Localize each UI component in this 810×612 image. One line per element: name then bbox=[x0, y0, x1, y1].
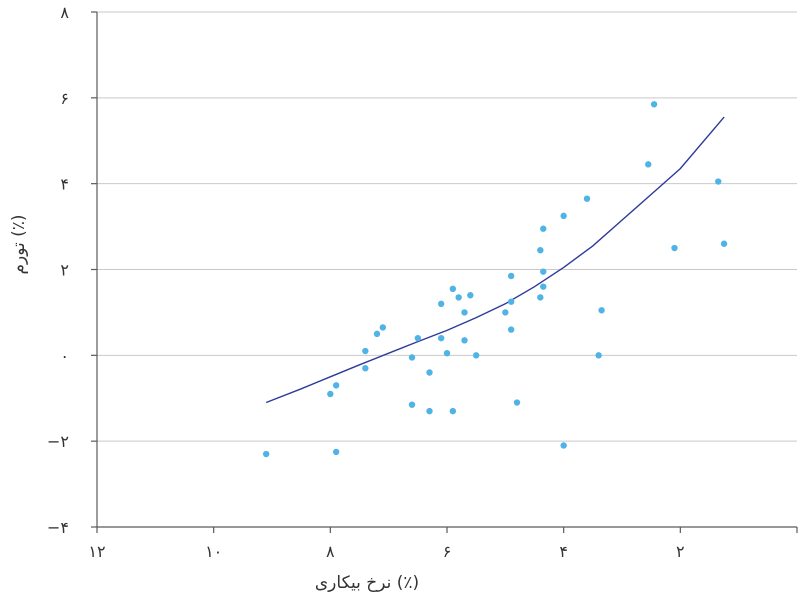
data-point-23 bbox=[502, 309, 509, 316]
trend-curve bbox=[265, 116, 725, 404]
data-point-3 bbox=[332, 448, 340, 456]
data-point-37 bbox=[598, 307, 605, 314]
data-point-8 bbox=[408, 354, 416, 361]
data-point-7 bbox=[379, 324, 387, 331]
data-point-28 bbox=[537, 246, 544, 254]
x-tick-label-0: ۱۲ bbox=[88, 542, 105, 561]
data-point-25 bbox=[507, 298, 515, 305]
data-point-0 bbox=[262, 450, 270, 458]
data-point-18 bbox=[455, 294, 462, 301]
data-point-31 bbox=[540, 283, 547, 290]
x-tick-label-5: ۲ bbox=[676, 542, 685, 561]
data-point-38 bbox=[645, 161, 652, 168]
data-point-40 bbox=[671, 244, 678, 252]
y-tick-label-4: ۴ bbox=[60, 175, 69, 194]
data-point-1 bbox=[327, 390, 334, 398]
data-point-14 bbox=[437, 334, 445, 342]
data-point-17 bbox=[449, 407, 457, 415]
x-tick-label-3: ۶ bbox=[443, 542, 452, 561]
data-point-9 bbox=[408, 401, 416, 408]
data-point-24 bbox=[507, 272, 515, 280]
data-point-13 bbox=[437, 300, 445, 308]
data-point-20 bbox=[461, 337, 468, 344]
data-point-16 bbox=[449, 285, 457, 293]
y-tick-label-0: −۴ bbox=[47, 518, 69, 537]
y-axis-title: تورم (٪) bbox=[9, 214, 29, 274]
x-tick-label-2: ۸ bbox=[326, 542, 335, 561]
y-tick-label-3: ۲ bbox=[60, 261, 69, 280]
y-tick-label-5: ۶ bbox=[60, 89, 69, 108]
data-point-34 bbox=[560, 442, 567, 449]
data-point-27 bbox=[513, 399, 521, 406]
data-point-11 bbox=[426, 407, 433, 415]
data-point-4 bbox=[362, 347, 369, 355]
data-point-36 bbox=[595, 352, 602, 359]
data-point-2 bbox=[332, 382, 340, 389]
y-tick-label-1: −۲ bbox=[47, 432, 69, 451]
data-point-29 bbox=[540, 225, 547, 232]
data-point-33 bbox=[560, 212, 567, 220]
data-point-12 bbox=[426, 369, 433, 376]
data-point-26 bbox=[507, 326, 515, 333]
data-point-22 bbox=[472, 352, 480, 359]
data-point-35 bbox=[583, 195, 591, 202]
data-point-30 bbox=[540, 268, 547, 275]
y-tick-label-6: ۸ bbox=[60, 3, 69, 22]
data-point-32 bbox=[537, 294, 544, 301]
data-point-42 bbox=[720, 240, 728, 247]
y-tick-label-2: ۰ bbox=[60, 346, 69, 365]
x-tick-label-1: ۱۰ bbox=[205, 542, 222, 561]
data-point-19 bbox=[461, 309, 468, 316]
data-point-15 bbox=[443, 349, 451, 357]
data-point-41 bbox=[715, 178, 722, 185]
x-axis-title: نرخ بیکاری (٪) bbox=[315, 573, 419, 593]
data-point-10 bbox=[414, 334, 422, 342]
data-point-21 bbox=[467, 292, 474, 299]
data-point-5 bbox=[362, 365, 369, 372]
data-point-6 bbox=[373, 330, 381, 338]
data-point-39 bbox=[650, 101, 658, 108]
x-tick-label-4: ۴ bbox=[559, 542, 568, 561]
